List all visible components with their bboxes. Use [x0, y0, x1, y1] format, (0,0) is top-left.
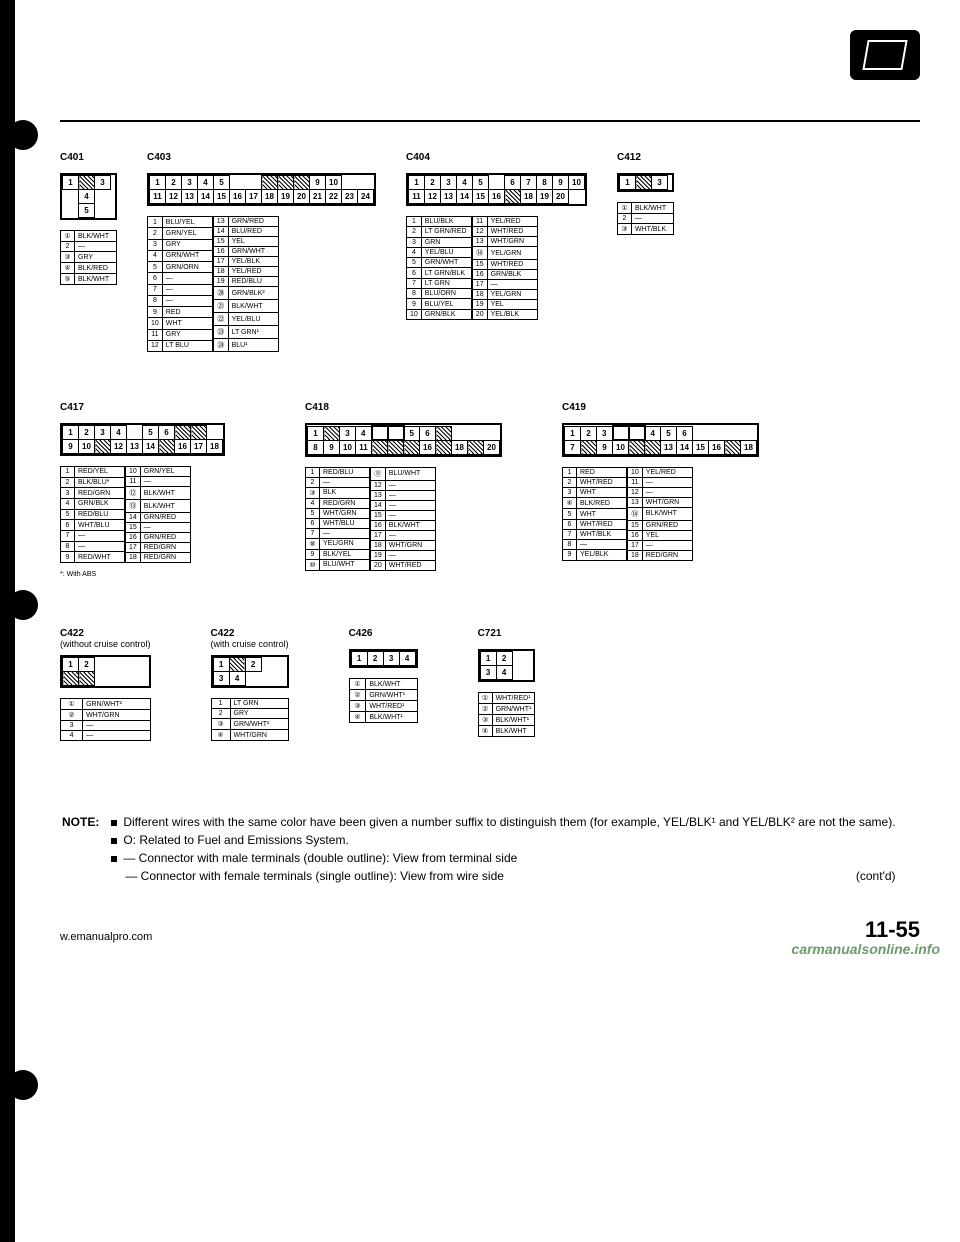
- connector-label: C422: [211, 628, 235, 639]
- wire-table: 1LT GRN 2GRY ③GRN/WHT² ④WHT/GRN: [211, 698, 289, 741]
- subnote: *: With ABS: [60, 571, 225, 578]
- bullet-icon: [111, 838, 117, 844]
- connector-c419: C419 123456 79101314151618 1RED 2WHT/RED…: [562, 402, 759, 561]
- connector-housing: 12: [60, 655, 151, 688]
- note-line: O: Related to Fuel and Emissions System.: [123, 833, 348, 847]
- connector-c403: C403 12345910 11121314151617181920212223…: [147, 152, 376, 352]
- wire-table-left: 1RED 2WHT/RED 3WHT ④BLK/RED 5WHT 6WHT/RE…: [562, 467, 627, 561]
- wire-table: ①BLK/WHT 2— ③WHT/BLK: [617, 202, 674, 235]
- wire-table-right: 13GRN/RED 14BLU/RED 15YEL 16GRN/WHT 17YE…: [213, 216, 279, 352]
- connector-label: C404: [406, 152, 587, 163]
- wire-table-left: 1BLU/BLK 2LT GRN/RED 3GRN 4YEL/BLU 5GRN/…: [406, 216, 472, 320]
- wire-table-left: 1RED/YEL 2BLK/BLU* 3RED/GRN 4GRN/BLK 5RE…: [60, 466, 125, 563]
- connector-housing: 1234: [211, 655, 289, 688]
- note-label: NOTE:: [62, 815, 99, 829]
- wire-table: ①WHT/RED¹ ②GRN/WHT¹ ③BLK/WHT¹ ④BLK/WHT: [478, 692, 536, 737]
- connector-label: C417: [60, 402, 225, 413]
- connector-label: C412: [617, 152, 674, 163]
- connector-c401: C401 13 4 5 ①BLK/WHT 2— ③GRY ④BLK/RED ⑤B…: [60, 152, 117, 285]
- connector-label: C401: [60, 152, 117, 163]
- connector-label: C418: [305, 402, 502, 413]
- connector-label: C403: [147, 152, 376, 163]
- connector-housing: 12345910 1112131415161718192021222324: [147, 173, 376, 206]
- binder-hole: [8, 1070, 38, 1100]
- connector-c404: C404 12345678910 111213141516181920 1BLU…: [406, 152, 587, 320]
- connector-housing: 1234: [478, 649, 536, 682]
- connector-housing: 1234: [349, 649, 418, 668]
- connector-row-2: C417 123456 910121314161718 1RED/YEL 2BL…: [60, 402, 920, 578]
- connector-c417: C417 123456 910121314161718 1RED/YEL 2BL…: [60, 402, 225, 578]
- note-line: — Connector with female terminals (singl…: [125, 869, 504, 883]
- connector-housing: 123456 910121314161718: [60, 423, 225, 456]
- note-line: — Connector with male terminals (double …: [123, 851, 517, 865]
- connector-label: C721: [478, 628, 536, 639]
- connector-c412: C412 13 ①BLK/WHT 2— ③WHT/BLK: [617, 152, 674, 235]
- connector-housing: 12345678910 111213141516181920: [406, 173, 587, 206]
- source-url: w.emanualpro.com: [60, 931, 152, 943]
- wire-table-right: 11YEL/RED 12WHT/RED 13WHT/GRN ⑭YEL/GRN 1…: [472, 216, 538, 320]
- connector-housing: 123456 79101314151618: [562, 423, 759, 457]
- wire-table-left: 1BLU/YEL 2GRN/YEL 3GRY 4GRN/WHT 5GRN/ORN…: [147, 216, 213, 352]
- header-rule: [60, 120, 920, 122]
- connector-c426: C426 1234 ①BLK/WHT ②GRN/WHT¹ ③WHT/RED¹ ④…: [349, 628, 418, 723]
- wire-table-left: 1RED/BLU 2— ③BLK 4RED/GRN 5WHT/GRN 6WHT/…: [305, 467, 370, 571]
- connector-c422-without: C422 (without cruise control) 12 ①GRN/WH…: [60, 628, 151, 741]
- connector-housing: 13: [617, 173, 674, 192]
- note-line: Different wires with the same color have…: [123, 815, 895, 829]
- page-content: C401 13 4 5 ①BLK/WHT 2— ③GRY ④BLK/RED ⑤B…: [0, 0, 960, 963]
- wire-table-right: 10YEL/RED 11— 12— 13WHT/GRN ⑭BLK/WHT 15G…: [627, 467, 693, 561]
- wire-table-right: ⑪BLU/WHT 12— 13— 14— 15— 16BLK/WHT 17— 1…: [370, 467, 436, 571]
- connector-c422-with: C422 (with cruise control) 1234 1LT GRN …: [211, 628, 289, 741]
- bullet-icon: [111, 820, 117, 826]
- footer: w.emanualpro.com 11-55: [60, 917, 920, 943]
- connector-label: C419: [562, 402, 759, 413]
- connector-label: C426: [349, 628, 418, 639]
- page-number: 11-55: [865, 917, 920, 943]
- wire-table: ①BLK/WHT ②GRN/WHT¹ ③WHT/RED¹ ④BLK/WHT¹: [349, 678, 418, 723]
- contd-text: (cont'd): [856, 867, 896, 885]
- header-logo: [850, 30, 920, 80]
- note-block: NOTE: Different wires with the same colo…: [60, 811, 920, 887]
- connector-sublabel: (with cruise control): [211, 639, 289, 649]
- bullet-icon: [111, 856, 117, 862]
- wire-table: ①GRN/WHT² ②WHT/GRN 3— 4—: [60, 698, 151, 741]
- connector-c721: C721 1234 ①WHT/RED¹ ②GRN/WHT¹ ③BLK/WHT¹ …: [478, 628, 536, 737]
- connector-row-3: C422 (without cruise control) 12 ①GRN/WH…: [60, 628, 920, 741]
- connector-sublabel: (without cruise control): [60, 639, 151, 649]
- watermark: carmanualsonline.info: [791, 941, 940, 957]
- wire-table-right: 10GRN/YEL 11— ⑫BLK/WHT ⑬BLK/WHT 14GRN/RE…: [125, 466, 191, 563]
- connector-c418: C418 13456 891011161820 1RED/BLU 2— ③BLK…: [305, 402, 502, 571]
- connector-housing: 13 4 5: [60, 173, 117, 220]
- connector-label: C422: [60, 628, 84, 639]
- connector-row-1: C401 13 4 5 ①BLK/WHT 2— ③GRY ④BLK/RED ⑤B…: [60, 152, 920, 352]
- connector-housing: 13456 891011161820: [305, 423, 502, 457]
- wire-table: ①BLK/WHT 2— ③GRY ④BLK/RED ⑤BLK/WHT: [60, 230, 117, 285]
